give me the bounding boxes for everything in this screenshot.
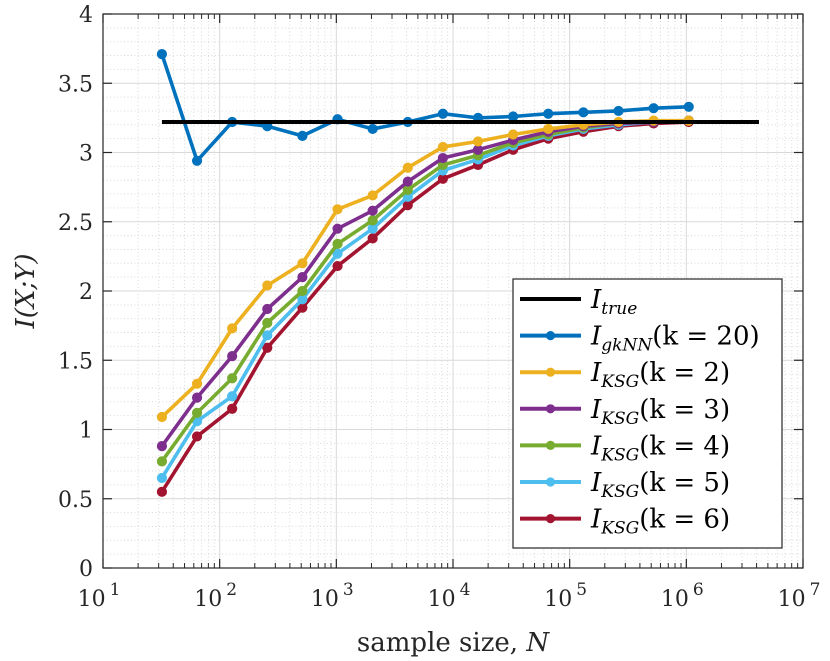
series-layer <box>156 49 759 497</box>
data-point-ksg5 <box>156 472 168 484</box>
series-gknn20 <box>156 49 694 166</box>
data-point-ksg2 <box>156 411 168 423</box>
data-point-gknn20 <box>578 107 589 118</box>
data-point-ksg6 <box>156 486 168 497</box>
legend-label-ksg5: IKSG(k = 5) <box>590 468 730 502</box>
data-point-gknn20 <box>683 101 694 112</box>
data-point-gknn20 <box>191 155 203 166</box>
y-axis-label: I(X;Y) <box>11 254 41 330</box>
y-tick-label: 3.5 <box>58 72 93 97</box>
data-point-gknn20 <box>613 105 624 117</box>
data-point-ksg4 <box>227 373 238 384</box>
data-point-ksg2 <box>543 123 554 135</box>
data-point-ksg6 <box>367 233 378 244</box>
y-tick-label: 2 <box>79 280 93 305</box>
x-tick-label: 10 2 <box>194 580 237 612</box>
y-tick-label: 0 <box>79 557 93 582</box>
data-point-ksg3 <box>156 441 168 452</box>
legend-marker-ksg3 <box>545 404 556 414</box>
data-point-ksg5 <box>262 330 273 341</box>
data-point-ksg2 <box>262 280 273 291</box>
data-point-ksg2 <box>227 323 238 334</box>
legend-label-ksg3: IKSG(k = 3) <box>590 395 730 429</box>
data-point-ksg2 <box>297 258 308 269</box>
data-point-ksg4 <box>156 456 168 467</box>
data-point-ksg2 <box>508 129 519 140</box>
data-point-ksg3 <box>332 223 343 234</box>
legend-marker-ksg4 <box>545 440 556 450</box>
axis-ticks <box>102 13 804 569</box>
y-tick-label: 0.5 <box>58 488 93 513</box>
data-point-ksg3 <box>437 152 448 164</box>
x-axis-label: sample size, N <box>357 628 550 658</box>
legend-label-ksg4: IKSG(k = 4) <box>590 431 730 465</box>
data-point-ksg3 <box>367 205 378 216</box>
legend-label-ksg2: IKSG(k = 2) <box>590 358 730 392</box>
data-point-ksg5 <box>227 391 238 402</box>
data-point-ksg2 <box>472 136 484 147</box>
data-point-gknn20 <box>508 111 519 122</box>
y-tick-label: 1.5 <box>58 349 93 374</box>
legend-box <box>512 278 783 549</box>
series-line-gknn20 <box>160 53 689 163</box>
data-point-ksg3 <box>227 351 238 362</box>
data-point-ksg4 <box>367 215 378 226</box>
legend-label-gknn20: IgkNN(k = 20) <box>590 322 760 356</box>
data-point-gknn20 <box>543 108 554 119</box>
x-tick-label: 10 5 <box>544 580 587 612</box>
data-point-ksg4 <box>191 407 203 418</box>
data-point-ksg3 <box>191 392 203 403</box>
y-tick-label: 4 <box>79 3 93 28</box>
tick-labels: 10 1 10 2 10 3 10 4 10 5 10 6 10 7 0 0.5 1 1.5 2 2.5 3 3.5 4 <box>58 3 820 612</box>
data-point-ksg3 <box>402 176 413 187</box>
y-tick-label: 2.5 <box>58 211 93 236</box>
data-point-gknn20 <box>437 108 448 119</box>
data-point-gknn20 <box>156 49 168 60</box>
data-point-ksg4 <box>297 285 308 297</box>
data-point-ksg6 <box>191 431 203 442</box>
legend-marker-ksg6 <box>545 514 556 524</box>
data-point-ksg6 <box>227 403 238 414</box>
data-point-ksg6 <box>262 342 273 353</box>
data-point-ksg4 <box>332 238 343 250</box>
data-point-gknn20 <box>367 123 378 135</box>
x-tick-label: 10 4 <box>428 580 471 612</box>
x-tick-label: 10 7 <box>778 580 821 612</box>
legend-marker-gknn20 <box>545 331 556 341</box>
legend-label-itrue: Itrue <box>590 285 637 319</box>
data-point-gknn20 <box>648 103 659 114</box>
data-point-ksg2 <box>437 141 448 153</box>
data-point-ksg6 <box>332 260 343 272</box>
data-point-ksg3 <box>262 303 273 315</box>
data-point-ksg2 <box>402 162 413 173</box>
x-tick-label: 10 6 <box>661 580 704 612</box>
x-tick-label: 10 1 <box>78 580 121 612</box>
legend-label-ksg6: IKSG(k = 6) <box>590 505 730 539</box>
data-point-ksg2 <box>367 190 378 201</box>
series-line-ksg6 <box>160 120 689 493</box>
legend-marker-ksg5 <box>545 477 556 487</box>
data-point-ksg3 <box>297 272 308 283</box>
data-point-ksg2 <box>191 378 203 389</box>
y-tick-label: 3 <box>79 142 93 167</box>
y-tick-label: 1 <box>79 419 93 444</box>
legend-marker-ksg2 <box>545 367 556 377</box>
data-point-ksg2 <box>332 204 343 215</box>
data-point-ksg4 <box>262 317 273 328</box>
data-point-gknn20 <box>297 130 308 141</box>
x-tick-label: 10 3 <box>311 580 354 612</box>
